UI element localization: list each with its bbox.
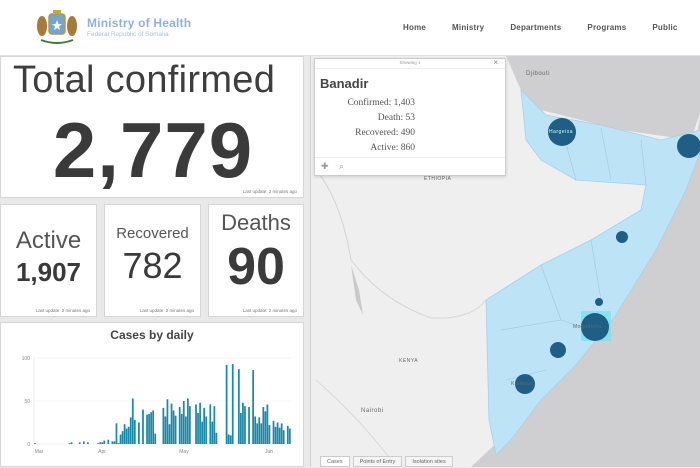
tab-cases[interactable]: Cases — [320, 456, 350, 467]
popup-footer: ✚ ⌕ — [315, 157, 505, 175]
brand-title: Ministry of Health — [87, 16, 192, 30]
nav-ministry[interactable]: Ministry — [452, 23, 485, 32]
active-card: Active 1,907 Last update: 2 minutes ago — [0, 204, 97, 317]
popup-showing-count: Showing 1 — [399, 60, 421, 65]
tab-isolation-sites[interactable]: Isolation sites — [405, 456, 453, 467]
popup-region-name: Banadir — [320, 76, 369, 91]
nav-programs[interactable]: Programs — [587, 23, 627, 32]
map-layer-tabs: Cases Points of Entry Isolation sites — [320, 456, 456, 467]
region-popup: Showing 1 × Banadir Confirmed: 1,403 Dea… — [314, 58, 506, 176]
recovered-card: Recovered 782 Last update: 2 minutes ago — [104, 204, 201, 317]
map-label-kenya: KENYA — [399, 358, 419, 364]
active-label: Active — [15, 227, 82, 254]
tab-points-of-entry[interactable]: Points of Entry — [352, 456, 403, 467]
svg-text:May: May — [179, 449, 189, 455]
brand-subtitle: Federal Republic of Somalia — [87, 31, 169, 38]
svg-text:Apr: Apr — [98, 449, 106, 455]
recovered-label: Recovered — [116, 225, 189, 242]
popup-stats: Confirmed: 1,403 Death: 53 Recovered: 49… — [320, 96, 415, 156]
nav-departments[interactable]: Departments — [510, 23, 562, 32]
site-header: Ministry of Health Federal Republic of S… — [0, 0, 700, 56]
popup-header: Showing 1 × — [315, 58, 505, 69]
svg-text:0: 0 — [27, 442, 30, 448]
svg-text:50: 50 — [24, 399, 30, 405]
add-icon[interactable]: ✚ — [321, 161, 329, 171]
coat-of-arms-logo[interactable] — [33, 8, 81, 46]
close-icon[interactable]: × — [493, 58, 498, 67]
popup-confirmed: Confirmed: 1,403 — [347, 98, 415, 108]
deaths-value: 90 — [227, 238, 285, 296]
total-confirmed-value: 2,779 — [52, 106, 254, 194]
zoom-to-icon[interactable]: ⌕ — [339, 161, 345, 171]
nav-home[interactable]: Home — [403, 23, 427, 32]
last-update-text: Last update: 2 minutes ago — [139, 308, 194, 313]
popup-recovered: Recovered: 490 — [355, 128, 415, 138]
deaths-card: Deaths 90 Last update: 2 minutes ago — [208, 204, 304, 317]
svg-text:Mar: Mar — [35, 449, 44, 455]
somalia-map — [315, 56, 700, 467]
map-label-djibouti: Djibouti — [526, 71, 551, 77]
total-confirmed-card: Total confirmed 2,779 Last update: 2 min… — [0, 56, 304, 198]
last-update-text: Last update: 2 minutes ago — [242, 189, 297, 194]
map-label-kismayo: Kismayo — [511, 381, 534, 387]
last-update-text: Last update: 2 minutes ago — [35, 308, 90, 313]
chart-title: Cases by daily — [110, 328, 194, 342]
svg-text:Jun: Jun — [265, 449, 273, 455]
map-label-hargeisa: Hargeisa — [549, 129, 574, 135]
recovered-value: 782 — [122, 245, 183, 286]
daily-cases-bar-chart[interactable]: 0 50 100 Mar Apr May Jun — [1, 323, 305, 468]
svg-text:100: 100 — [22, 356, 31, 362]
map-label-mogadishu: Mogadishu — [573, 324, 602, 330]
popup-death: Death: 53 — [377, 113, 415, 123]
daily-cases-chart-card: Cases by daily 0 50 100 Mar Apr May Jun — [0, 322, 304, 467]
total-confirmed-label: Total confirmed — [13, 59, 276, 101]
last-update-text: Last update: 2 minutes ago — [242, 308, 297, 313]
map-label-ethiopia: ETHIOPIA — [424, 176, 452, 182]
nav-public[interactable]: Public — [652, 23, 678, 32]
brand[interactable]: Ministry of Health Federal Republic of S… — [87, 16, 191, 38]
main-nav: Home Ministry Departments Programs Publi… — [403, 23, 700, 32]
deaths-label: Deaths — [221, 210, 291, 235]
active-value: 1,907 — [15, 257, 82, 287]
map-label-nairobi: Nairobi — [361, 408, 384, 414]
popup-active: Active: 860 — [370, 143, 415, 153]
